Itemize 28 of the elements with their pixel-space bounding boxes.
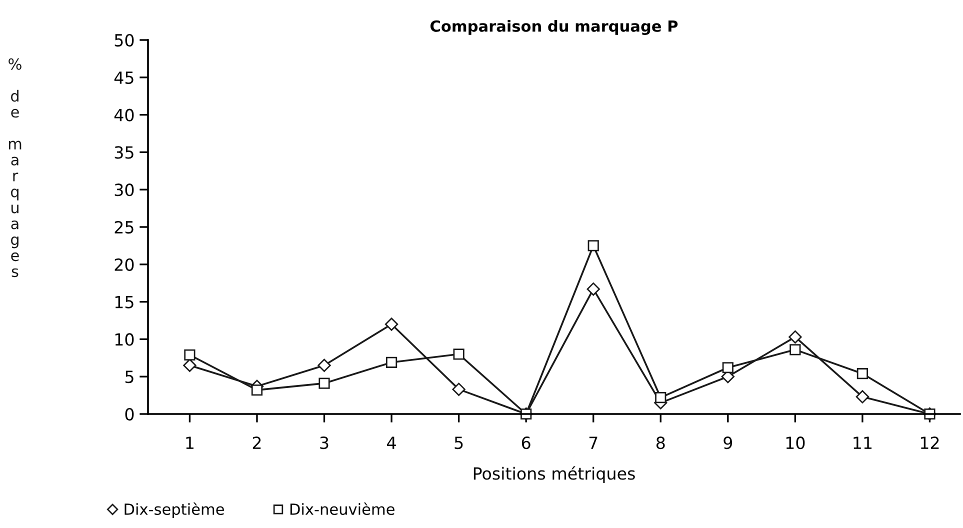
legend-label: Dix-neuvième: [290, 502, 394, 515]
x-tick-label: 11: [854, 436, 872, 449]
x-tick-label: 6: [522, 436, 530, 450]
y-tick-label: 25: [114, 220, 134, 234]
x-tick-label: 1: [186, 436, 194, 449]
y-tick-label: 45: [114, 72, 134, 84]
y-tick-label: 30: [114, 184, 134, 196]
x-tick-label: 7: [589, 436, 598, 449]
x-tick-label: 3: [320, 436, 328, 450]
y-tick-label: 10: [115, 333, 134, 346]
chart-title: Comparaison du marquage P: [430, 20, 678, 35]
x-axis-title: Positions métriques: [474, 466, 635, 484]
x-tick-label: 8: [656, 436, 665, 450]
x-tick-label: 12: [920, 436, 939, 449]
legend-label: Dix-septième: [124, 502, 224, 518]
y-tick-label: 40: [114, 108, 134, 122]
x-tick-label: 4: [387, 436, 396, 449]
x-tick-label: 2: [252, 436, 261, 449]
y-tick-label: 50: [114, 34, 134, 47]
y-tick-label: 35: [114, 146, 134, 159]
x-tick-label: 10: [786, 436, 805, 450]
y-tick-label: 5: [125, 370, 134, 384]
y-tick-label: 20: [114, 258, 134, 271]
y-tick-label: 0: [125, 408, 134, 421]
text: % de marquages: [8, 58, 22, 278]
x-tick-label: 9: [724, 436, 732, 450]
y-tick-label: 15: [115, 296, 134, 308]
x-tick-label: 5: [454, 436, 463, 450]
